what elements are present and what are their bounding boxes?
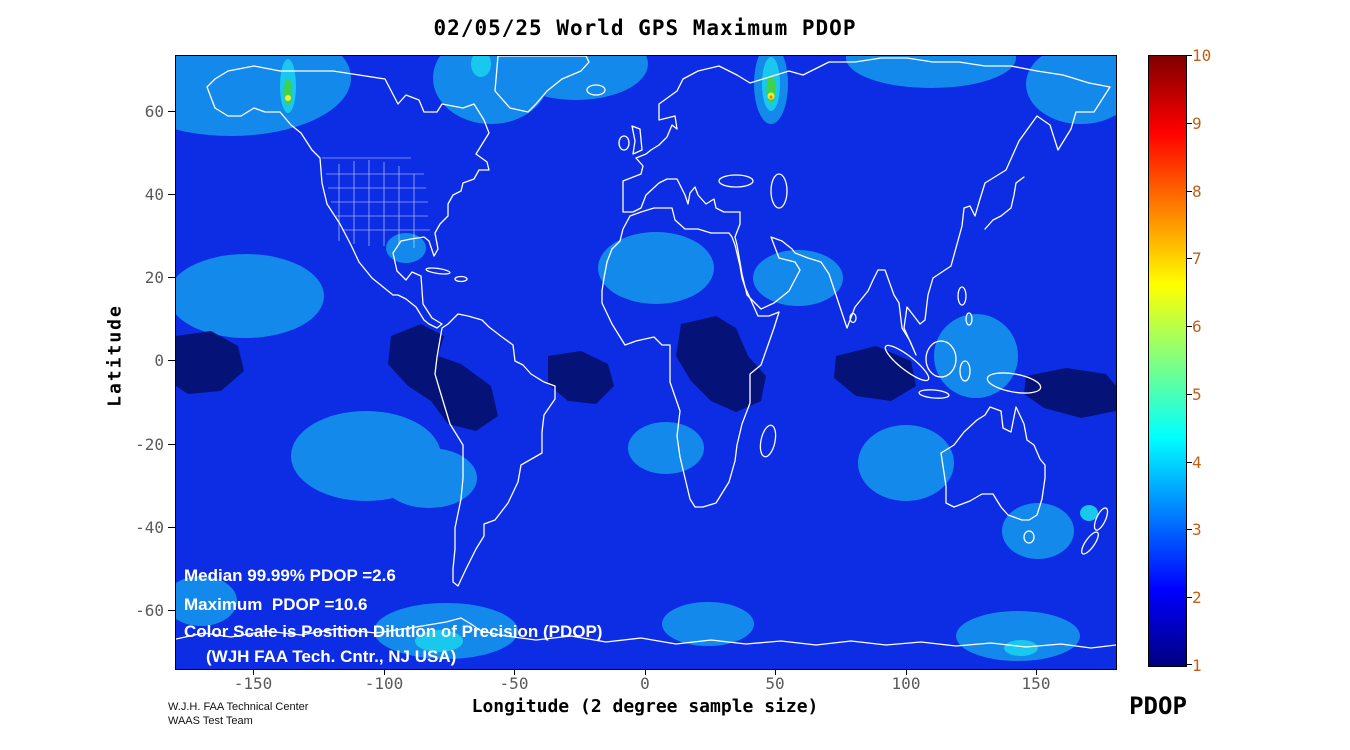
coastline-java [918,389,950,399]
y-tick-neg20: -20 [135,435,164,454]
colorbar-tick-7: 7 [1192,249,1202,268]
y-tick-0: 0 [154,351,164,370]
coastlines [176,56,1116,649]
credit-text: W.J.H. FAA Technical Center WAAS Test Te… [168,700,308,728]
x-tickmark [384,669,385,675]
coastline-philippines-mindanao [965,312,973,326]
coastline-sulawesi [959,360,971,382]
y-tickmark [168,277,175,278]
x-tickmark [645,669,646,675]
colorbar-tick-9: 9 [1192,114,1202,133]
y-tick-neg40: -40 [135,518,164,537]
pdop-regions-low [176,316,1116,431]
coastline-eurasia [622,57,1111,356]
coastline-sri-lanka [849,312,857,324]
y-tickmark [168,527,175,528]
colorbar-tickmark [1186,462,1192,463]
pdop-hotspots [284,75,776,105]
coastline-greenland [494,56,590,113]
coastline-hispaniola [454,275,468,283]
caspian-sea-outline [770,173,788,209]
coastline-new-guinea [986,372,1042,394]
credit-line-2: WAAS Test Team [168,715,253,727]
colorbar-tick-3: 3 [1192,520,1202,539]
colorbar-tick-8: 8 [1192,182,1202,201]
black-sea-outline [718,174,754,188]
annotation-median-pdop: Median 99.99% PDOP =2.6 [184,566,396,585]
coastline-australia [940,406,1046,521]
colorbar-tickmark [1186,394,1192,395]
coastline-north-america [206,65,490,329]
colorbar-tickmark [1186,664,1192,665]
y-tickmark [168,360,175,361]
y-tick-60: 60 [144,102,164,121]
coastline-cuba [425,267,451,275]
annotation-maximum-pdop: Maximum PDOP =10.6 [184,595,368,614]
y-tick-20: 20 [144,268,164,287]
colorbar-tickmark [1186,123,1192,124]
coastline-antarctica [176,617,1116,649]
y-tickmark [168,194,175,195]
y-tick-neg60: -60 [135,601,164,620]
colorbar-tickmark [1186,597,1192,598]
x-tick-100: 100 [891,674,921,693]
coastline-madagascar [759,424,777,458]
x-tick-0: 0 [640,674,650,693]
x-tick-50: 50 [765,674,785,693]
colorbar-tick-1: 1 [1192,656,1202,675]
coastline-japan [984,176,1025,230]
coastline-borneo [925,340,957,378]
colorbar-tickmark [1186,258,1192,259]
annotation-color-scale: Color Scale is Position Dilution of Prec… [184,622,603,641]
coastline-africa [601,207,780,508]
colorbar-tick-5: 5 [1192,385,1202,404]
colorbar-tick-10: 10 [1192,46,1212,65]
coastline-sumatra [884,344,930,382]
colorbar-tick-2: 2 [1192,588,1202,607]
colorbar-tickmark [1186,326,1192,327]
colorbar-label: PDOP [1129,692,1187,720]
coastline-ireland [618,135,630,151]
y-tickmark [168,444,175,445]
x-tick-150: 150 [1021,674,1051,693]
y-tickmark [168,610,175,611]
colorbar-tick-4: 4 [1192,453,1202,472]
coastline-philippines-luzon [957,286,967,306]
figure-title: 02/05/25 World GPS Maximum PDOP [433,16,857,40]
x-tick-neg50: -50 [499,674,529,693]
colorbar-tickmark [1186,191,1192,192]
x-tickmark [775,669,776,675]
x-tick-neg150: -150 [233,674,273,693]
colorbar [1148,55,1187,667]
y-tick-40: 40 [144,185,164,204]
colorbar-tickmark [1186,529,1192,530]
coastline-south-america [434,313,556,587]
x-tickmark [1036,669,1037,675]
coastline-nz-south [1081,531,1099,555]
x-axis-label: Longitude (2 degree sample size) [471,696,819,717]
x-tickmark [906,669,907,675]
coastline-tasmania [1023,530,1035,544]
x-tickmark [514,669,515,675]
y-tickmark [168,111,175,112]
coastline-iceland [586,84,606,96]
colorbar-tickmark [1186,55,1192,56]
annotation-source: (WJH FAA Tech. Cntr., NJ USA) [206,647,457,666]
x-tick-neg100: -100 [364,674,404,693]
colorbar-tick-6: 6 [1192,317,1202,336]
coastline-nz-north [1093,507,1109,531]
x-tickmark [253,669,254,675]
pdop-regions-cyan [280,56,1098,656]
credit-line-1: W.J.H. FAA Technical Center [168,701,309,713]
coastline-britain [631,125,643,155]
us-state-borders [322,157,430,248]
map-plot-area: Median 99.99% PDOP =2.6 Maximum PDOP =10… [175,55,1117,670]
world-map-svg [176,56,1116,669]
